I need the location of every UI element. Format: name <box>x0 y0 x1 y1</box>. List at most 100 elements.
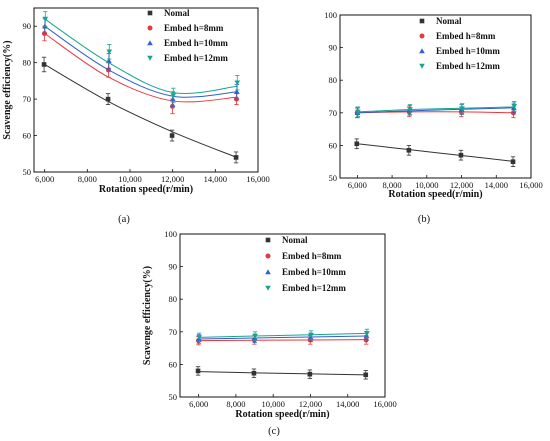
fit-curve <box>44 18 237 94</box>
y-tick-label: 90 <box>23 21 32 31</box>
y-tick-label: 70 <box>169 327 178 337</box>
x-axis-label: Rotation speed(r/min) <box>388 189 482 200</box>
y-tick-label: 50 <box>169 392 178 402</box>
panel-label: (b) <box>418 214 431 225</box>
x-tick-label: 16,000 <box>373 399 396 409</box>
legend-entry: Embed h=12mm <box>164 53 228 63</box>
y-tick-label: 100 <box>164 229 177 239</box>
legend-marker <box>419 63 425 69</box>
data-point <box>458 152 464 158</box>
legend-entry: Embed h=10mm <box>164 38 228 48</box>
x-tick-label: 6,000 <box>35 174 54 184</box>
series-3 <box>42 11 241 104</box>
series-0 <box>354 138 516 167</box>
data-point <box>355 109 361 115</box>
legend-entry: Embed h=10mm <box>282 267 346 277</box>
y-tick-label: 80 <box>23 58 32 68</box>
x-tick-label: 8,000 <box>78 174 97 184</box>
data-point <box>364 331 370 337</box>
y-tick-label: 60 <box>23 131 32 141</box>
data-point <box>406 147 412 153</box>
data-point <box>233 155 239 160</box>
fit-curve <box>198 332 367 338</box>
legend-entry: Nomal <box>282 235 308 245</box>
data-point <box>308 332 314 338</box>
legend-marker <box>265 269 271 275</box>
x-tick-label: 8,000 <box>383 180 402 190</box>
legend-entry: Embed h=12mm <box>436 61 500 71</box>
data-point <box>42 16 49 22</box>
legend-marker <box>147 10 153 16</box>
fit-curve <box>44 25 237 98</box>
y-tick-label: 90 <box>169 262 178 272</box>
x-tick-label: 6,000 <box>189 399 208 409</box>
legend-marker <box>147 55 153 61</box>
legend-entry: Embed h=12mm <box>282 283 346 293</box>
legend-marker <box>265 237 271 243</box>
x-axis-label: Rotation speed(r/min) <box>99 184 193 195</box>
data-point <box>510 159 516 164</box>
fit-curve <box>357 143 514 162</box>
y-tick-label: 70 <box>23 94 32 104</box>
fit-curve <box>44 33 237 103</box>
data-point <box>41 62 47 67</box>
x-tick-label: 14,000 <box>204 174 227 184</box>
x-tick-label: 12,000 <box>450 180 473 190</box>
data-point <box>251 370 257 376</box>
fit-curve <box>357 107 514 114</box>
y-tick-label: 60 <box>169 359 178 369</box>
y-tick-label: 50 <box>329 173 338 183</box>
data-point <box>459 106 465 112</box>
data-point <box>307 371 313 377</box>
data-point <box>106 49 113 55</box>
panel-label: (c) <box>268 426 280 437</box>
panel-label: (a) <box>118 214 130 225</box>
data-point <box>195 368 201 374</box>
legend-marker <box>419 33 425 39</box>
data-point <box>252 333 258 339</box>
x-tick-label: 6,000 <box>348 180 367 190</box>
series-3 <box>355 100 518 118</box>
fit-curve <box>44 64 237 158</box>
legend-entry: Nomal <box>164 8 190 18</box>
chart-panel-1: 6,000 8,000 10,000 12,000 14,000 16,000 50 60 70… <box>324 10 542 225</box>
data-point <box>170 93 177 99</box>
plot-frame <box>339 14 532 179</box>
y-tick-label: 80 <box>169 294 178 304</box>
x-tick-label: 8,000 <box>226 399 245 409</box>
chart-panel-0: 6,000 8,000 10,000 12,000 14,000 16,000 50 60 70… <box>2 7 270 225</box>
x-tick-label: 16,000 <box>519 180 542 190</box>
y-tick-label: 60 <box>329 140 338 150</box>
x-tick-label: 10,000 <box>261 399 284 409</box>
legend-marker <box>147 40 153 46</box>
x-tick-label: 14,000 <box>485 180 508 190</box>
legend-entry: Embed h=8mm <box>436 31 496 41</box>
data-point <box>196 335 203 341</box>
data-point <box>363 372 369 378</box>
y-axis-label: Scavenge efficiency(%) <box>142 266 153 365</box>
plot-frame <box>179 233 386 398</box>
x-tick-label: 12,000 <box>299 399 322 409</box>
x-tick-label: 16,000 <box>246 174 269 184</box>
legend: Nomal Embed h=8mm Embed h=10mm Embed h=12mm <box>265 235 346 293</box>
legend-marker <box>147 25 153 31</box>
y-axis-label: Scavenge efficiency(%) <box>2 40 13 139</box>
series-0 <box>195 366 369 380</box>
legend-entry: Embed h=8mm <box>164 23 224 33</box>
fit-curve <box>357 106 514 113</box>
y-tick-label: 90 <box>329 43 338 53</box>
legend-entry: Nomal <box>436 16 462 26</box>
data-point <box>105 96 111 102</box>
legend: Nomal Embed h=8mm Embed h=10mm Embed h=12mm <box>147 8 228 63</box>
chart-panel-2: 6,000 8,000 10,000 12,000 14,000 16,000 50 60 70… <box>142 229 397 437</box>
data-point <box>169 133 175 138</box>
legend: Nomal Embed h=8mm Embed h=10mm Embed h=12mm <box>419 16 500 71</box>
fit-curve <box>198 371 367 376</box>
x-tick-label: 12,000 <box>161 174 184 184</box>
legend-marker <box>265 285 271 291</box>
data-point <box>511 104 518 110</box>
x-tick-label: 10,000 <box>415 180 438 190</box>
y-tick-label: 70 <box>329 108 338 118</box>
y-tick-label: 100 <box>324 10 337 20</box>
